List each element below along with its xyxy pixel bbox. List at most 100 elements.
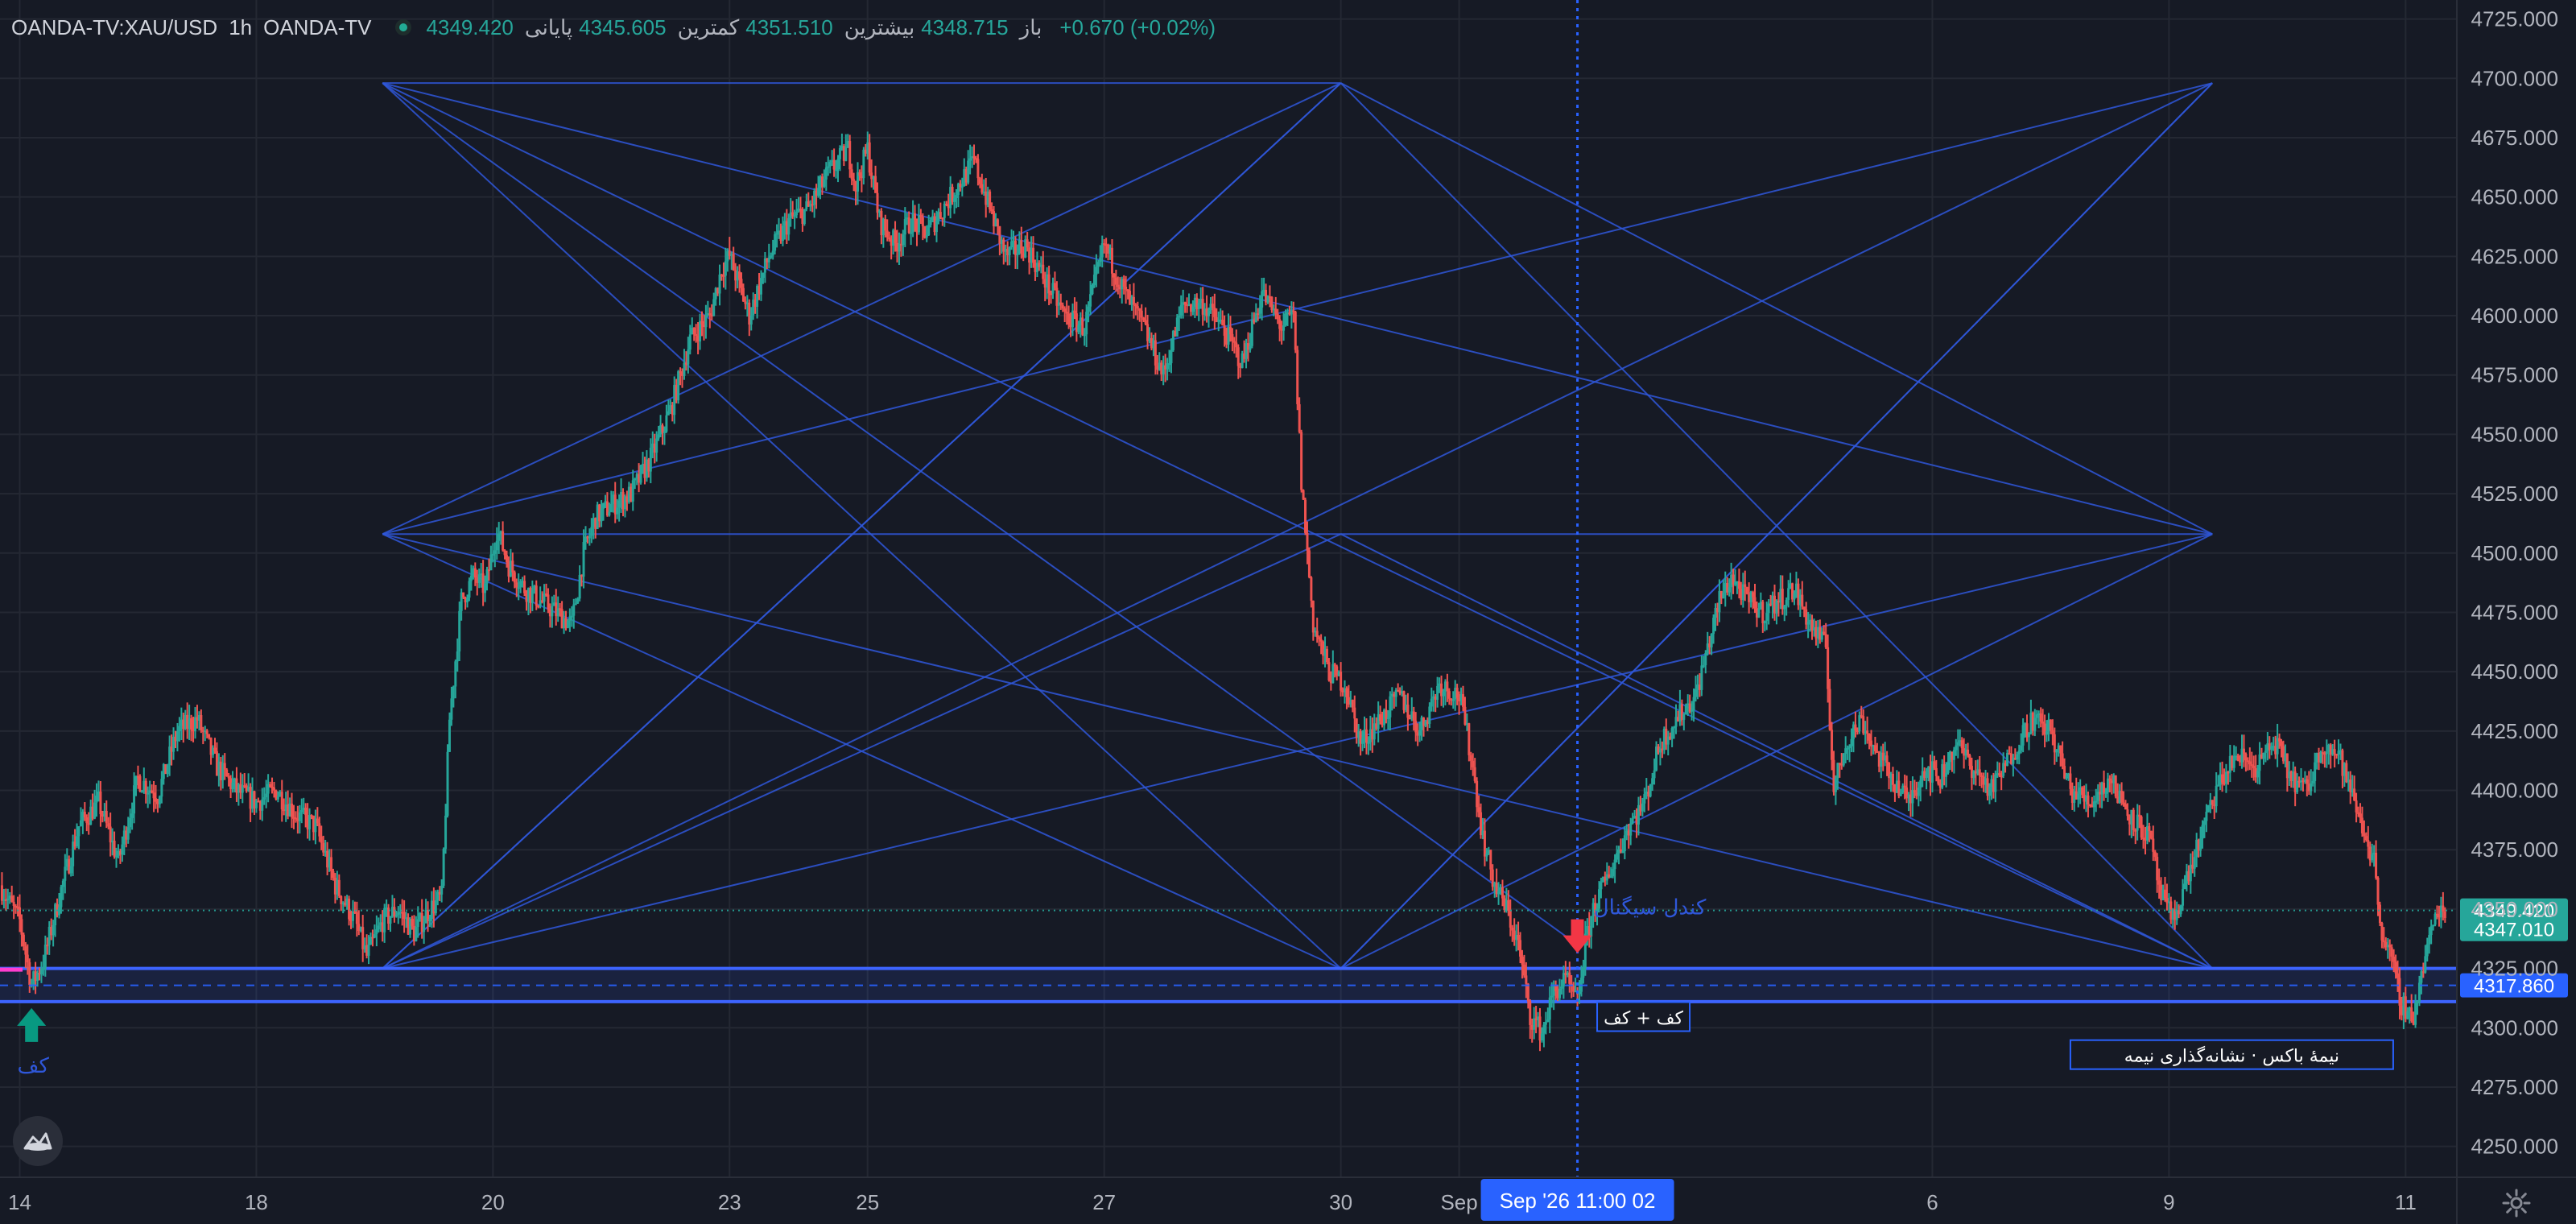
candle-down bbox=[83, 812, 86, 817]
candle-down bbox=[2120, 791, 2124, 803]
candle-down bbox=[541, 600, 544, 602]
candle-up bbox=[2201, 825, 2204, 839]
candle-down bbox=[1791, 583, 1794, 600]
candle-down bbox=[511, 560, 514, 573]
market-status-icon[interactable] bbox=[395, 19, 412, 35]
candle-down bbox=[1814, 626, 1818, 639]
candle-down bbox=[732, 254, 735, 271]
candle-down bbox=[1414, 721, 1418, 733]
interval-label[interactable]: 1h bbox=[229, 14, 253, 39]
candle-down bbox=[921, 217, 924, 226]
candle-up bbox=[1836, 763, 1839, 779]
candle-down bbox=[1138, 308, 1141, 311]
candle-down bbox=[2252, 765, 2256, 768]
candle-up bbox=[819, 176, 822, 188]
candle-down bbox=[1440, 683, 1443, 697]
open-label: باز bbox=[1019, 14, 1042, 39]
candle-up bbox=[2224, 771, 2227, 784]
candle-up bbox=[2432, 924, 2435, 927]
candle-down bbox=[1347, 697, 1350, 705]
candle-up bbox=[1057, 302, 1060, 306]
candle-up bbox=[122, 830, 126, 845]
candle-down bbox=[136, 775, 139, 778]
candle-down bbox=[1276, 313, 1279, 320]
candle-down bbox=[344, 902, 347, 906]
candle-up bbox=[1714, 607, 1717, 618]
candle-down bbox=[923, 225, 927, 238]
annotations[interactable]: کف کندل سیگنال کف + کف نیمهٔ باکس · نشانه‌گ… bbox=[17, 895, 2394, 1078]
candle-down bbox=[1385, 709, 1388, 719]
candle-up bbox=[489, 554, 493, 571]
candle-up bbox=[1812, 626, 1815, 631]
candle-down bbox=[1915, 792, 1918, 796]
candle-up bbox=[718, 274, 721, 294]
candle-up bbox=[2189, 864, 2192, 882]
symbol-name[interactable]: OANDA-TV:XAU/USD bbox=[11, 14, 218, 39]
candle-down bbox=[201, 730, 204, 732]
candle-up bbox=[81, 812, 85, 821]
candle-up bbox=[1079, 317, 1082, 325]
candle-up bbox=[1682, 713, 1686, 720]
candle-up bbox=[1956, 742, 1959, 746]
candle-down bbox=[1132, 296, 1135, 305]
candle-up bbox=[1696, 684, 1699, 689]
candle-down bbox=[653, 443, 656, 453]
candle-down bbox=[753, 300, 757, 307]
candle-down bbox=[1461, 693, 1464, 707]
price-label-bg-current bbox=[2460, 898, 2568, 923]
price-axis[interactable]: 4349.4204347.0104317.8604250.0004275.000… bbox=[2456, 0, 2568, 1224]
candle-up bbox=[1420, 717, 1423, 730]
candle-up bbox=[359, 927, 362, 932]
candle-up bbox=[2408, 1007, 2411, 1011]
tradingview-logo-icon[interactable] bbox=[13, 1116, 63, 1166]
candle-up bbox=[1783, 606, 1786, 610]
candle-down bbox=[1447, 691, 1451, 699]
candle-down bbox=[0, 885, 3, 901]
candle-down bbox=[476, 577, 479, 583]
candle-up bbox=[836, 159, 840, 170]
candle-down bbox=[1877, 751, 1880, 767]
candle-up bbox=[1704, 652, 1707, 666]
candle-up bbox=[1035, 263, 1038, 272]
candle-down bbox=[1113, 273, 1116, 278]
candle-up bbox=[1658, 748, 1662, 753]
candle-up bbox=[576, 598, 580, 604]
candle-up bbox=[1734, 582, 1737, 585]
candle-down bbox=[2443, 911, 2446, 918]
candle-up bbox=[1852, 724, 1855, 739]
candle-up bbox=[1219, 320, 1222, 322]
time-axis[interactable]: 14 18 20 23 25 27 30 Sep 6 9 11 Sep '26 11:00 02 bbox=[0, 1176, 2576, 1221]
candle-up bbox=[193, 717, 196, 731]
candle-down bbox=[2260, 754, 2264, 759]
candle-up bbox=[775, 233, 778, 235]
candle-down bbox=[2110, 780, 2113, 784]
candle-up bbox=[1254, 313, 1257, 323]
candle-down bbox=[2043, 723, 2046, 735]
candle-down bbox=[2013, 757, 2017, 760]
candle-up bbox=[2012, 757, 2015, 764]
note-box-label: نیمهٔ باکس · نشانه‌گذاری نیمه bbox=[2124, 1046, 2339, 1067]
candle-up bbox=[1673, 726, 1676, 729]
candle-up bbox=[121, 844, 124, 855]
candle-down bbox=[304, 808, 308, 816]
candle-up bbox=[2209, 800, 2212, 806]
gear-icon[interactable] bbox=[2500, 1187, 2533, 1219]
candle-down bbox=[170, 746, 173, 752]
candles bbox=[0, 131, 2446, 1052]
candle-up bbox=[608, 511, 611, 516]
candle-down bbox=[393, 907, 396, 917]
candle-down bbox=[1160, 362, 1163, 374]
candle-up bbox=[2130, 809, 2133, 825]
candle-down bbox=[1174, 330, 1177, 337]
candle-up bbox=[1793, 593, 1796, 600]
candle-down bbox=[38, 973, 41, 975]
candle-up bbox=[1099, 257, 1102, 263]
candle-up bbox=[1600, 882, 1603, 890]
candle-up bbox=[2171, 909, 2174, 920]
candle-down bbox=[1929, 767, 1932, 783]
candle-down bbox=[1522, 964, 1525, 976]
price-tick-label: 4300.000 bbox=[2471, 1015, 2558, 1040]
candle-up bbox=[2303, 779, 2306, 782]
candle-down bbox=[283, 809, 286, 812]
